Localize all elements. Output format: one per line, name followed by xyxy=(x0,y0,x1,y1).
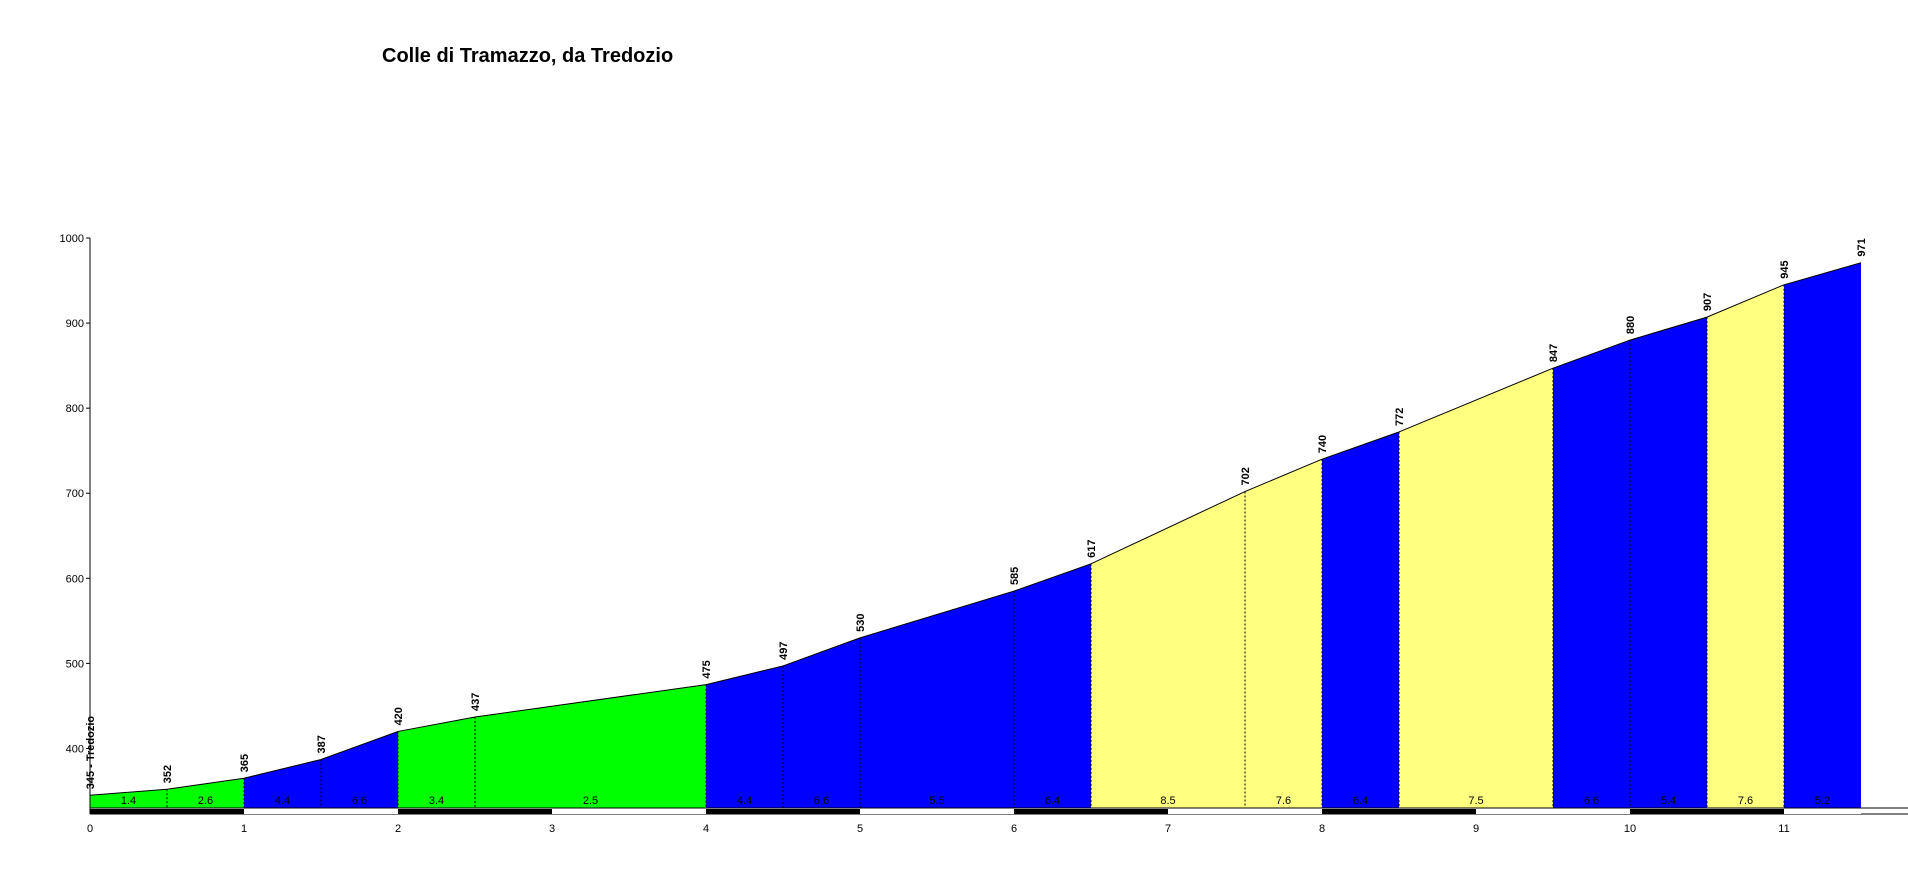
segment-area-16 xyxy=(1707,284,1784,809)
x-tick-label-2: 2 xyxy=(395,823,401,835)
grade-label-8: 5.5 xyxy=(929,795,944,807)
grade-label-11: 7.6 xyxy=(1276,795,1291,807)
grade-label-7: 6.6 xyxy=(814,795,829,807)
point-label-2: 365 xyxy=(239,754,251,772)
segment-area-3 xyxy=(321,731,398,808)
profile-polyline xyxy=(89,262,1862,796)
x-tick-label-9: 9 xyxy=(1473,823,1479,835)
km-bar-11 xyxy=(1784,809,1861,814)
point-label-18: 971 xyxy=(1856,238,1868,256)
y-tick-label-500: 500 xyxy=(66,658,84,670)
point-labels: 345 - Tredozio 352 365 387 420 437 475 497 530 58… xyxy=(85,238,1868,789)
x-tick-label-11: 11 xyxy=(1778,823,1789,835)
grade-label-12: 6.4 xyxy=(1353,795,1368,807)
km-bar-0 xyxy=(90,809,244,814)
x-tick-label-4: 4 xyxy=(703,823,709,835)
segment-area-5 xyxy=(475,684,706,808)
km-bar-7 xyxy=(1168,809,1322,814)
y-tick-label-900: 900 xyxy=(66,318,84,330)
profile-line xyxy=(89,262,1862,796)
km-bar-8 xyxy=(1322,809,1476,814)
km-bar-5 xyxy=(860,809,1014,814)
point-label-5: 437 xyxy=(470,693,482,711)
y-tick-label-700: 700 xyxy=(66,488,84,500)
grade-label-17: 5.2 xyxy=(1815,795,1830,807)
segment-areas xyxy=(90,262,1861,809)
x-tick-label-3: 3 xyxy=(549,823,555,835)
point-label-7: 497 xyxy=(778,642,790,660)
point-label-0: 345 - Tredozio xyxy=(85,716,97,790)
segment-area-13 xyxy=(1399,368,1553,808)
point-label-1: 352 xyxy=(162,765,174,783)
point-label-11: 702 xyxy=(1240,467,1252,485)
point-label-10: 617 xyxy=(1086,539,1098,557)
km-bar-9 xyxy=(1476,809,1630,814)
x-tick-label-5: 5 xyxy=(857,823,863,835)
x-tick-label-7: 7 xyxy=(1165,823,1171,835)
segment-area-15 xyxy=(1630,317,1707,808)
grade-label-9: 6.4 xyxy=(1045,795,1060,807)
x-tick-label-10: 10 xyxy=(1624,823,1636,835)
segment-dividers xyxy=(166,284,1785,808)
grade-label-6: 4.4 xyxy=(737,795,752,807)
y-tick-label-600: 600 xyxy=(66,573,84,585)
y-tick-label-800: 800 xyxy=(66,403,84,415)
point-label-16: 907 xyxy=(1702,293,1714,311)
x-tick-label-6: 6 xyxy=(1011,823,1017,835)
km-bar-6 xyxy=(1014,809,1168,814)
grade-label-1: 2.6 xyxy=(198,795,213,807)
km-bar xyxy=(90,809,1861,814)
segment-area-17 xyxy=(1784,262,1861,808)
point-label-4: 420 xyxy=(393,707,405,725)
point-label-15: 880 xyxy=(1625,316,1637,334)
segment-area-7 xyxy=(783,637,860,808)
grade-label-3: 6.6 xyxy=(352,795,367,807)
grade-label-10: 8.5 xyxy=(1160,795,1175,807)
y-tick-label-1000: 1000 xyxy=(60,233,84,245)
point-label-17: 945 xyxy=(1779,260,1791,278)
x-ticks: 0 1 2 3 4 5 6 7 8 9 10 11 xyxy=(87,823,1790,835)
grade-label-13: 7.5 xyxy=(1468,795,1483,807)
segment-area-4 xyxy=(398,716,475,808)
point-label-13: 772 xyxy=(1394,408,1406,426)
x-tick-label-0: 0 xyxy=(87,823,93,835)
point-label-8: 530 xyxy=(855,613,867,631)
grade-label-5: 2.5 xyxy=(583,795,598,807)
grade-label-14: 6.6 xyxy=(1584,795,1599,807)
segment-area-10 xyxy=(1091,491,1245,808)
segment-area-1 xyxy=(167,778,244,808)
point-label-14: 847 xyxy=(1548,344,1560,362)
segment-area-6 xyxy=(706,665,783,808)
grade-label-2: 4.4 xyxy=(275,795,290,807)
segment-area-2 xyxy=(244,759,321,808)
segment-area-11 xyxy=(1245,459,1322,808)
km-bar-2 xyxy=(398,809,552,814)
segment-area-14 xyxy=(1553,340,1630,808)
segment-area-12 xyxy=(1322,431,1399,808)
point-label-6: 475 xyxy=(701,660,713,678)
km-bar-3 xyxy=(552,809,706,814)
grade-label-4: 3.4 xyxy=(429,795,444,807)
x-tick-label-8: 8 xyxy=(1319,823,1325,835)
point-label-3: 387 xyxy=(316,735,328,753)
segment-area-8 xyxy=(860,591,1014,808)
chart-title: Colle di Tramazzo, da Tredozio xyxy=(382,45,673,67)
grade-label-16: 7.6 xyxy=(1738,795,1753,807)
y-ticks: 400 500 600 700 800 900 1000 xyxy=(60,233,90,755)
point-label-12: 740 xyxy=(1317,435,1329,453)
grade-labels: 1.4 2.6 4.4 6.6 3.4 2.5 4.4 6.6 5.5 6.4 8.5 7.6 6.4 7… xyxy=(121,795,1830,807)
km-bar-4 xyxy=(706,809,860,814)
point-label-9: 585 xyxy=(1009,567,1021,585)
grade-label-0: 1.4 xyxy=(121,795,136,807)
grade-label-15: 5.4 xyxy=(1661,795,1676,807)
km-bar-10 xyxy=(1630,809,1784,814)
y-tick-label-400: 400 xyxy=(66,743,84,755)
x-tick-label-1: 1 xyxy=(241,823,247,835)
segment-area-9 xyxy=(1014,563,1091,808)
km-bar-1 xyxy=(244,809,398,814)
